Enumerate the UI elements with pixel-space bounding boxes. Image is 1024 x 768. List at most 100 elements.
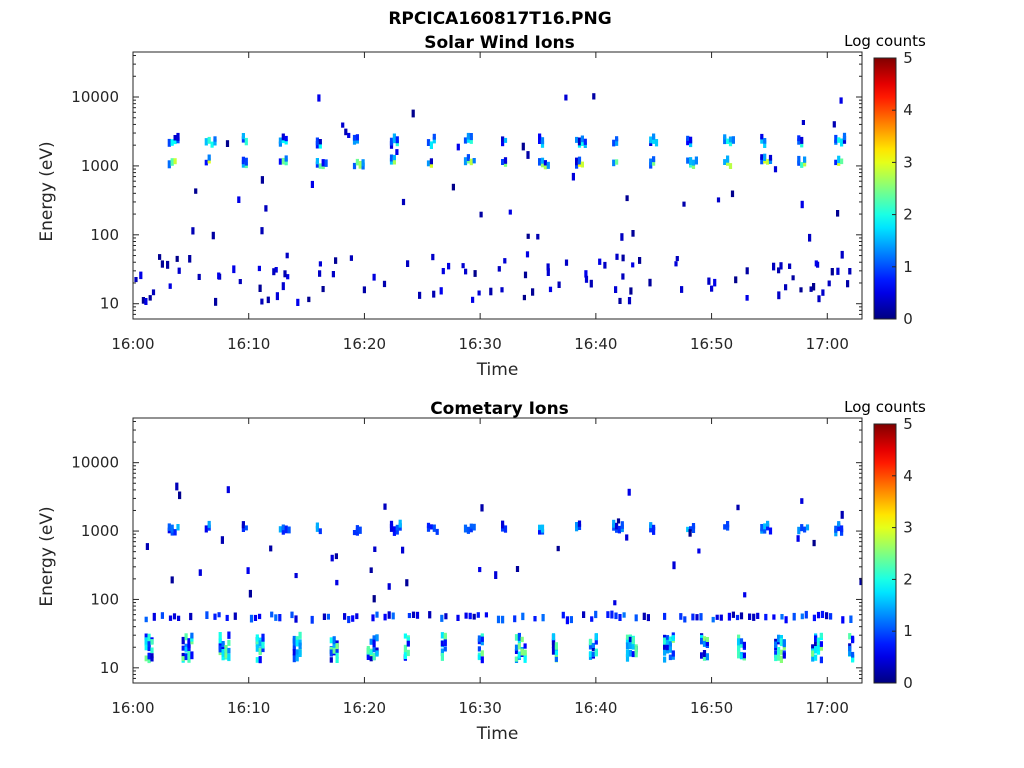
- spectrogram-cell: [739, 641, 744, 648]
- colorbar-tick-label: 5: [903, 415, 913, 433]
- spectrogram-cell: [261, 633, 265, 642]
- spectrogram-cell: [782, 652, 786, 659]
- spectrogram-cell: [466, 132, 470, 140]
- spectrogram-cell: [355, 158, 359, 166]
- spectrogram-cell: [526, 151, 530, 159]
- spectrogram-cell: [571, 172, 575, 181]
- spectrogram-cell: [594, 633, 598, 641]
- spectrogram-cell: [292, 649, 296, 656]
- spectrogram-cell: [501, 138, 505, 147]
- spectrogram-cell: [295, 639, 299, 647]
- spectrogram-cell: [335, 643, 339, 650]
- spectrogram-cell: [551, 633, 556, 641]
- spectrogram-cell: [275, 292, 279, 301]
- spectrogram-cell: [144, 637, 148, 645]
- spectrogram-cell: [583, 142, 587, 148]
- spectrogram-cell: [329, 649, 333, 657]
- spectrogram-cell: [580, 161, 584, 168]
- spectrogram-cell: [352, 530, 357, 536]
- spectrogram-cell: [501, 520, 505, 529]
- spectrogram-cell: [170, 524, 174, 533]
- spectrogram-cell: [774, 650, 778, 658]
- spectrogram-cell: [760, 136, 764, 144]
- spectrogram-cell: [613, 600, 617, 606]
- spectrogram-cell: [352, 162, 357, 170]
- spectrogram-cell: [583, 138, 587, 145]
- spectrogram-cell: [477, 646, 481, 652]
- spectrogram-cell: [665, 639, 670, 646]
- spectrogram-cell: [358, 161, 362, 169]
- spectrogram-cell: [372, 273, 376, 281]
- spectrogram-cells: [144, 482, 862, 664]
- spectrogram-cell: [840, 250, 844, 259]
- spectrogram-cell: [158, 254, 162, 260]
- spectrogram-cell: [335, 656, 339, 663]
- spectrogram-cell: [255, 657, 259, 663]
- spectrogram-cell: [441, 268, 445, 275]
- spectrogram-cell: [628, 636, 632, 643]
- spectrogram-cell: [334, 257, 338, 264]
- spectrogram-cell: [768, 527, 773, 535]
- x-tick-label: 16:40: [574, 335, 617, 353]
- spectrogram-cell: [777, 267, 781, 274]
- spectrogram-cell: [471, 296, 475, 303]
- spectrogram-cell: [797, 138, 801, 145]
- spectrogram-cell: [728, 163, 733, 169]
- spectrogram-cell: [366, 654, 370, 660]
- spectrogram-cell: [819, 633, 823, 639]
- spectrogram-cell: [150, 639, 154, 645]
- spectrogram-cell: [392, 157, 396, 165]
- spectrogram-cell: [591, 651, 595, 657]
- spectrogram-cell: [204, 525, 208, 533]
- spectrogram-cell: [814, 260, 818, 267]
- spectrogram-cell: [689, 136, 693, 144]
- spectrogram-cell: [851, 654, 855, 662]
- spectrogram-cell: [614, 612, 618, 620]
- spectrogram-cell: [577, 156, 582, 165]
- y-tick-label: 10000: [71, 88, 119, 106]
- spectrogram-cell: [796, 535, 800, 542]
- spectrogram-cell: [217, 612, 221, 618]
- spectrogram-cell: [540, 160, 545, 168]
- spectrogram-cell: [830, 268, 834, 276]
- spectrogram-cell: [525, 251, 530, 258]
- colorbar-tick-label: 4: [903, 467, 913, 485]
- figure-title: RPCICA160817T16.PNG: [388, 9, 611, 29]
- spectrogram-cell: [224, 652, 228, 658]
- spectrogram-cell: [375, 611, 379, 618]
- spectrogram-cell: [700, 652, 704, 659]
- spectrogram-cell: [189, 612, 193, 621]
- spectrogram-cell: [836, 210, 840, 217]
- spectrogram-cell: [540, 140, 545, 148]
- spectrogram-cell: [742, 641, 746, 649]
- spectrogram-cell: [480, 504, 484, 512]
- spectrogram-cell: [768, 154, 773, 161]
- spectrogram-cell: [772, 262, 776, 271]
- spectrogram-cell: [777, 654, 781, 661]
- spectrogram-cell: [580, 135, 584, 143]
- spectrogram-cell: [375, 634, 379, 642]
- spectrogram-cell: [191, 227, 195, 235]
- spectrogram-cell: [663, 637, 667, 645]
- spectrogram-cell: [742, 652, 746, 659]
- spectrogram-cell: [167, 138, 171, 147]
- spectrogram-cell: [517, 651, 521, 659]
- spectrogram-cell: [355, 525, 359, 533]
- spectrogram-cell: [296, 298, 300, 306]
- spectrogram-cell: [178, 491, 182, 500]
- spectrogram-cell: [358, 526, 362, 534]
- spectrogram-cell: [324, 159, 328, 167]
- spectrogram-cell: [270, 611, 274, 618]
- spectrogram-cell: [827, 280, 831, 287]
- panel-1: 16:00 16:10 16:20 16:30 16:40 16:50 17:0010100…: [37, 32, 926, 380]
- spectrogram-cell: [618, 614, 622, 621]
- spectrogram-cell: [739, 638, 744, 645]
- spectrogram-cell: [763, 523, 767, 530]
- spectrogram-cell: [292, 654, 296, 663]
- spectrogram-cell: [426, 525, 431, 532]
- spectrogram-cell: [406, 640, 410, 647]
- spectrogram-cell: [842, 132, 847, 141]
- spectrogram-cell: [748, 613, 752, 620]
- spectrogram-cell: [691, 525, 696, 533]
- spectrogram-cell: [514, 644, 519, 651]
